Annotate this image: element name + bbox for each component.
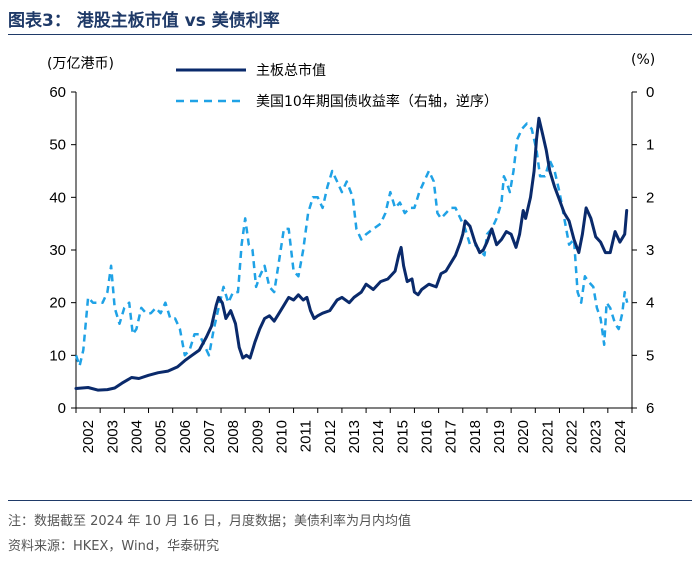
plot-frame [75,92,633,409]
right-tick-label: 2 [646,189,654,206]
right-tick-label: 0 [646,84,654,101]
x-tick-label: 2024 [612,420,629,453]
right-tick-label: 4 [646,295,654,312]
legend-label-us10y: 美国10年期国债收益率（右轴，逆序） [256,93,498,110]
right-tick-label: 3 [646,242,654,259]
x-tick-label: 2004 [128,420,145,453]
x-tick-label: 2020 [515,420,532,453]
x-axis: 2002 2003 2004 2005 2006 2007 2008 2009 2010 2011… [75,408,633,453]
source-note: 资料来源：HKEX，Wind，华泰研究 [8,539,220,554]
x-tick-label: 2017 [443,420,460,453]
series-line-us10y [74,122,629,368]
right-axis-unit: (%) [631,52,655,68]
left-tick-label: 20 [49,295,66,312]
left-axis-unit: (万亿港币) [47,56,114,72]
x-tick-label: 2022 [564,420,581,453]
right-axis: 6 5 4 3 2 1 0 [632,84,654,417]
series-layer [74,116,629,392]
x-tick-label: 2006 [177,420,194,453]
x-tick-label: 2019 [491,420,508,453]
x-tick-label: 2007 [201,420,218,453]
x-tick-label: 2005 [153,420,170,453]
footnote: 注：数据截至 2024 年 10 月 16 日，月度数据；美债利率为月内均值 [8,514,411,529]
x-tick-label: 2023 [588,420,605,453]
x-tick-label: 2008 [225,420,242,453]
legend: 主板总市值 美国10年期国债收益率（右轴，逆序） [176,62,498,110]
x-tick-label: 2016 [419,420,436,453]
series-line-market-cap [74,116,629,392]
left-tick-label: 0 [58,400,66,417]
legend-label-market-cap: 主板总市值 [256,62,326,79]
x-tick-label: 2010 [273,420,290,453]
x-tick-label: 2009 [249,420,266,453]
x-tick-label: 2013 [346,420,363,453]
figure-title: 图表3： 港股主板市值 vs 美债利率 [8,11,280,31]
x-tick-label: 2018 [467,420,484,453]
left-tick-label: 30 [49,242,66,259]
right-tick-label: 5 [646,347,654,364]
left-tick-label: 10 [49,347,66,364]
left-tick-label: 60 [49,84,66,101]
left-axis: 0 10 20 30 40 50 60 [49,84,76,417]
x-tick-label: 2021 [539,420,556,453]
title-rule [8,34,692,35]
x-tick-label: 2015 [394,420,411,453]
x-tick-label: 2003 [104,420,121,453]
x-tick-label: 2011 [298,420,315,452]
right-tick-label: 6 [646,400,654,417]
x-tick-label: 2014 [370,420,387,453]
right-tick-label: 1 [646,137,654,154]
footer-rule [8,500,692,501]
left-tick-label: 40 [49,189,66,206]
left-tick-label: 50 [49,137,66,154]
x-tick-label: 2002 [80,420,97,453]
x-tick-label: 2012 [322,420,339,453]
